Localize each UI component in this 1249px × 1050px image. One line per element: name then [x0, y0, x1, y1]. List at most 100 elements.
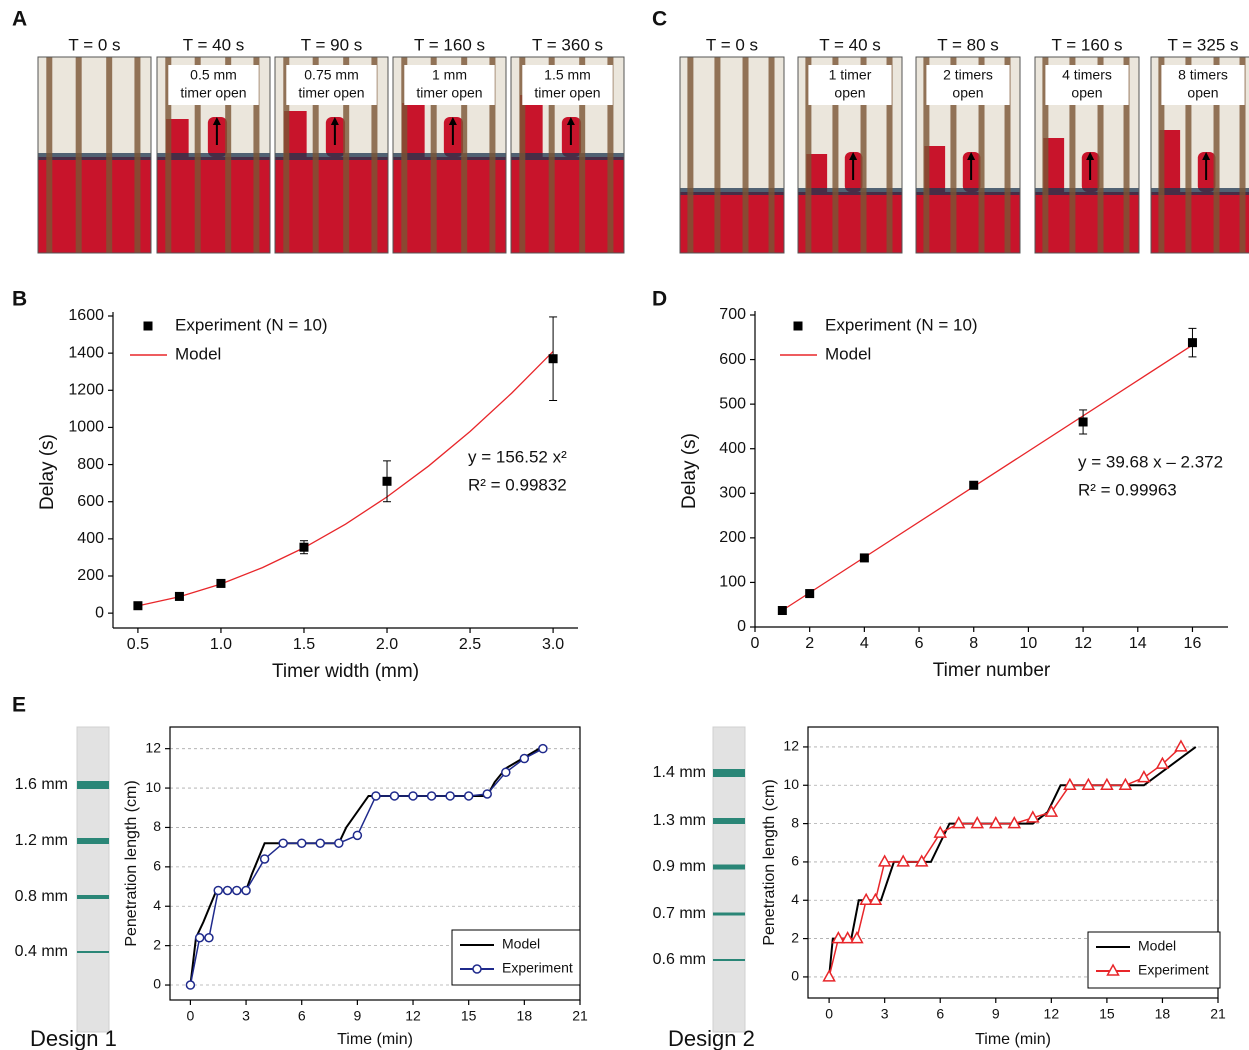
- y-tick-label: 0: [153, 976, 161, 992]
- y-tick-label: 100: [719, 574, 746, 591]
- design-title: Design 1: [30, 1026, 117, 1050]
- photo-stripe: [1239, 57, 1246, 253]
- photo-frame: [915, 56, 1021, 254]
- marker: [1174, 739, 1188, 752]
- photo-stripe: [1158, 57, 1165, 253]
- x-tick-label: 3.0: [542, 636, 564, 653]
- marker: [548, 354, 558, 364]
- marker: [822, 969, 836, 982]
- x-tick-label: 0.5: [127, 636, 149, 653]
- photo-stripe: [714, 57, 721, 253]
- photo-red-rise: [166, 119, 189, 157]
- note-text: 1 mm: [432, 67, 467, 83]
- y-tick-label: 12: [783, 738, 799, 754]
- photo-frame: [679, 56, 785, 254]
- marker: [951, 816, 966, 829]
- photo-band: [916, 188, 1020, 195]
- note-box: [808, 65, 892, 105]
- frame-time: T = 325 s: [1167, 35, 1238, 54]
- timer-band: [713, 818, 745, 824]
- y-tick-label: 6: [791, 853, 799, 869]
- legend-label: Experiment (N = 10): [825, 315, 978, 334]
- equation: R² = 0.99963: [1078, 480, 1177, 499]
- photo-stripe: [1004, 57, 1011, 253]
- photo-stripe: [430, 57, 437, 253]
- photo-stripe: [46, 57, 53, 253]
- photo-frame: [37, 56, 152, 254]
- photo-red: [1151, 192, 1249, 253]
- timer-label: 1.3 mm: [653, 812, 706, 829]
- photo-red-rise: [806, 154, 828, 192]
- photo-frame: [1150, 56, 1249, 254]
- marker: [194, 933, 205, 943]
- legend-label: Experiment: [502, 960, 573, 976]
- timer-band: [77, 838, 109, 844]
- marker: [299, 542, 309, 552]
- note-text: 1.5 mm: [544, 67, 591, 83]
- y-tick-label: 4: [153, 897, 161, 913]
- note-text: 0.5 mm: [190, 67, 237, 83]
- marker: [1155, 756, 1170, 769]
- y-tick-label: 10: [145, 779, 161, 795]
- note-text: timer open: [534, 85, 600, 101]
- photo-stripe: [1069, 57, 1076, 253]
- photo-red: [275, 157, 388, 253]
- y-tick-label: 1400: [68, 344, 104, 361]
- legend-box: [1087, 931, 1221, 989]
- panel-label: E: [12, 694, 26, 717]
- photo-red: [1035, 192, 1139, 253]
- marker: [213, 885, 223, 896]
- timer-label: 1.4 mm: [653, 764, 706, 781]
- x-tick-label: 6: [936, 1006, 944, 1022]
- y-tick-label: 0: [791, 968, 799, 984]
- note-text: timer open: [180, 85, 246, 101]
- y-tick-label: 8: [153, 818, 161, 834]
- paper-strip: [76, 726, 110, 1033]
- photo-frame: [510, 56, 625, 254]
- y-tick-label: 1600: [68, 307, 104, 324]
- x-tick-label: 21: [572, 1008, 588, 1024]
- marker: [315, 838, 326, 848]
- note-text: open: [1071, 85, 1102, 101]
- photo-band: [157, 153, 270, 160]
- legend-label: Model: [502, 936, 540, 952]
- y-tick-label: 4: [791, 891, 799, 907]
- marker: [408, 791, 418, 801]
- timer-label: 0.9 mm: [653, 858, 706, 875]
- photo-stripe: [742, 57, 749, 253]
- y-tick-label: 200: [719, 529, 746, 546]
- series-line: [137, 351, 554, 607]
- x-tick-label: 14: [1129, 635, 1147, 652]
- x-tick-label: 3: [242, 1008, 250, 1024]
- marker: [463, 791, 474, 801]
- note-text: 0.75 mm: [304, 67, 358, 83]
- marker: [1063, 777, 1077, 791]
- x-tick-label: 12: [405, 1008, 421, 1024]
- note-box: [404, 65, 495, 105]
- photo-red-rise: [520, 95, 543, 157]
- x-tick-label: 0: [751, 635, 760, 652]
- photo-frame: [797, 56, 903, 254]
- photo-red: [157, 157, 270, 253]
- timer-label: 0.6 mm: [653, 951, 706, 968]
- photo-stripe: [283, 57, 290, 253]
- note-text: timer open: [298, 85, 364, 101]
- timer-band: [77, 781, 109, 789]
- legend-label: Model: [175, 344, 221, 363]
- panel-label: C: [652, 8, 667, 31]
- timer-label: 1.2 mm: [15, 832, 68, 849]
- note-text: 4 timers: [1062, 67, 1112, 83]
- marker: [1100, 777, 1114, 791]
- y-tick-label: 6: [153, 858, 161, 874]
- marker: [296, 838, 307, 848]
- y-axis-title: Delay (s): [37, 434, 58, 510]
- timer-band: [713, 912, 745, 916]
- marker: [989, 816, 1003, 829]
- marker: [482, 789, 492, 799]
- photo-stripe: [371, 57, 378, 253]
- x-tick-label: 8: [969, 635, 978, 652]
- photo-red: [798, 192, 902, 253]
- timer-label: 0.4 mm: [15, 943, 68, 960]
- x-tick-label: 2: [805, 635, 814, 652]
